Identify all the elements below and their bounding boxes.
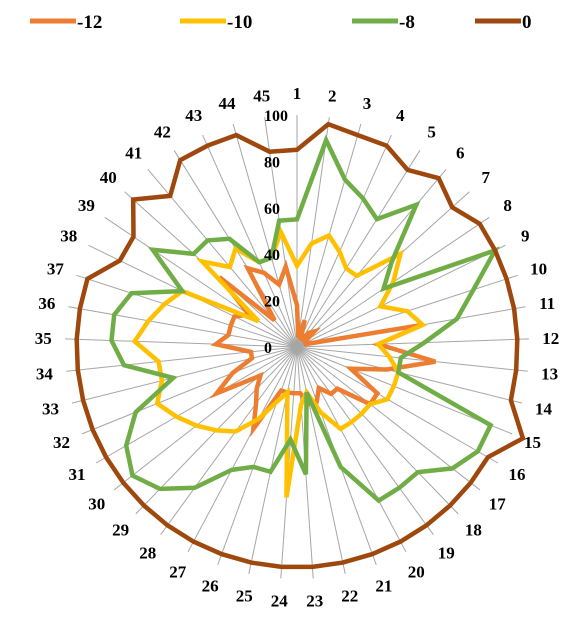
spoke-6 bbox=[296, 168, 447, 348]
spoke-20 bbox=[296, 346, 407, 553]
category-label: 42 bbox=[154, 123, 171, 142]
category-label: 8 bbox=[503, 196, 512, 215]
category-label: 19 bbox=[438, 544, 455, 563]
spoke-14 bbox=[296, 346, 523, 404]
radial-tick-label: 0 bbox=[264, 340, 272, 357]
radar-series bbox=[74, 121, 526, 570]
category-label: 39 bbox=[78, 196, 95, 215]
radial-tick-label: 100 bbox=[264, 108, 288, 125]
radar-spokes bbox=[65, 115, 529, 579]
category-label: 9 bbox=[521, 227, 530, 246]
spoke-37 bbox=[76, 274, 298, 348]
chart-legend: -12 -10 -8 0 bbox=[30, 12, 532, 33]
spoke-34 bbox=[66, 346, 298, 372]
spoke-2 bbox=[296, 117, 330, 348]
category-label: 44 bbox=[219, 94, 237, 113]
radial-tick-label: 60 bbox=[264, 201, 280, 218]
spoke-12 bbox=[296, 338, 529, 348]
series-line-0 bbox=[209, 259, 437, 438]
legend-label-0: -12 bbox=[77, 12, 102, 33]
spoke-26 bbox=[217, 346, 298, 566]
spoke-13 bbox=[296, 346, 528, 372]
category-label: 26 bbox=[202, 577, 219, 596]
category-label: 7 bbox=[482, 168, 491, 187]
spoke-33 bbox=[71, 346, 298, 404]
category-label: 37 bbox=[47, 260, 65, 279]
spoke-5 bbox=[296, 150, 421, 348]
spoke-44 bbox=[232, 123, 298, 348]
category-label: 20 bbox=[408, 562, 425, 581]
spoke-17 bbox=[296, 346, 481, 491]
category-label: 28 bbox=[139, 544, 156, 563]
legend-label-1: -10 bbox=[227, 12, 252, 33]
legend-label-3: 0 bbox=[522, 12, 532, 33]
spoke-16 bbox=[296, 346, 499, 464]
category-labels: 1 2 34567891011121314151617181920212223242… bbox=[35, 84, 560, 610]
category-label: 4 bbox=[396, 106, 405, 125]
radial-tick-label: 20 bbox=[264, 294, 280, 311]
category-label: 3 bbox=[363, 94, 372, 113]
category-label: 43 bbox=[185, 106, 202, 125]
category-label: 24 bbox=[271, 591, 289, 610]
radial-tick-label: 40 bbox=[264, 247, 280, 264]
category-label: 13 bbox=[541, 365, 558, 384]
category-label: 30 bbox=[88, 494, 105, 513]
spoke-22 bbox=[296, 346, 346, 575]
category-label: 25 bbox=[236, 586, 253, 605]
category-label: 6 bbox=[456, 143, 465, 162]
category-label: 14 bbox=[535, 399, 553, 418]
category-label: 41 bbox=[125, 143, 142, 162]
spoke-9 bbox=[296, 244, 506, 348]
category-label: 36 bbox=[38, 294, 55, 313]
radial-tick-labels: 0 20 40 60 80 100 bbox=[264, 108, 288, 357]
category-label: 22 bbox=[341, 586, 358, 605]
category-label: 32 bbox=[53, 433, 70, 452]
spoke-39 bbox=[104, 216, 298, 348]
spoke-35 bbox=[65, 338, 298, 348]
spoke-4 bbox=[296, 134, 392, 348]
spoke-25 bbox=[248, 346, 298, 575]
category-label: 31 bbox=[69, 465, 86, 484]
spoke-30 bbox=[113, 346, 298, 491]
category-label: 16 bbox=[509, 465, 526, 484]
category-label: 40 bbox=[100, 168, 117, 187]
series-line-2 bbox=[109, 134, 500, 504]
category-label: 15 bbox=[524, 433, 541, 452]
category-label: 12 bbox=[542, 329, 559, 348]
category-label: 27 bbox=[169, 562, 187, 581]
spoke-19 bbox=[296, 346, 434, 535]
category-label: 45 bbox=[253, 87, 270, 106]
spoke-27 bbox=[187, 346, 298, 553]
category-label: 2 bbox=[328, 87, 337, 106]
category-label: 34 bbox=[36, 365, 54, 384]
spoke-43 bbox=[202, 134, 298, 348]
category-label: 29 bbox=[112, 521, 129, 540]
spoke-7 bbox=[296, 191, 470, 348]
spoke-31 bbox=[95, 346, 298, 464]
category-label: 11 bbox=[539, 294, 555, 313]
series-line-3 bbox=[74, 121, 526, 570]
spoke-36 bbox=[68, 306, 298, 348]
spoke-18 bbox=[296, 346, 459, 515]
spoke-32 bbox=[81, 346, 298, 435]
category-label: 38 bbox=[60, 227, 77, 246]
category-label: 23 bbox=[306, 591, 323, 610]
radial-tick-label: 80 bbox=[264, 154, 280, 171]
category-label: 18 bbox=[465, 521, 482, 540]
category-label: 5 bbox=[427, 123, 436, 142]
category-label: 35 bbox=[35, 329, 52, 348]
category-label: 1 bbox=[293, 84, 302, 103]
spoke-28 bbox=[160, 346, 298, 535]
category-label: 21 bbox=[375, 577, 392, 596]
category-label: 10 bbox=[530, 260, 547, 279]
legend-label-2: -8 bbox=[399, 12, 415, 33]
category-label: 33 bbox=[42, 399, 59, 418]
category-label: 17 bbox=[489, 494, 507, 513]
